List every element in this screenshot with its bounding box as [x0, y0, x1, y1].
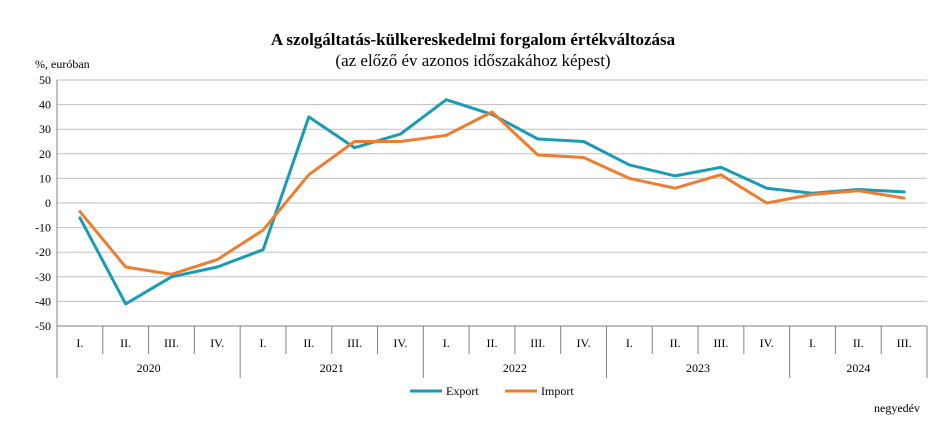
y-tick-label: -40	[35, 294, 51, 308]
y-tick-label: 20	[39, 147, 51, 161]
x-tick-label: II.	[303, 336, 314, 350]
series-line-export	[78, 98, 906, 306]
y-tick-label: -20	[35, 245, 51, 259]
y-tick-label: 10	[39, 171, 51, 185]
x-tick-label: II.	[487, 336, 498, 350]
x-tick-label: IV.	[577, 336, 591, 350]
chart-subtitle: (az előző év azonos időszakához képest)	[335, 51, 611, 70]
x-tick-label: II.	[853, 336, 864, 350]
year-label: 2024	[846, 361, 870, 375]
chart-title: A szolgáltatás-külkereskedelmi forgalom …	[270, 30, 676, 49]
x-tick-label: III.	[713, 336, 728, 350]
x-tick-label: II.	[670, 336, 681, 350]
y-tick-label: 50	[39, 73, 51, 87]
x-tick-label: II.	[120, 336, 131, 350]
y-tick-label: 0	[45, 196, 51, 210]
legend-label: Export	[446, 384, 479, 398]
x-tick-label: I.	[809, 336, 816, 350]
x-tick-label: IV.	[210, 336, 224, 350]
x-tick-label: III.	[347, 336, 362, 350]
y-axis-label: %, euróban	[35, 57, 90, 71]
x-tick-label: III.	[530, 336, 545, 350]
year-label: 2022	[503, 361, 527, 375]
y-tick-label: 40	[39, 98, 51, 112]
legend-label: Import	[541, 384, 574, 398]
x-tick-label: I.	[626, 336, 633, 350]
year-label: 2021	[320, 361, 344, 375]
x-axis-label: negyedév	[874, 401, 920, 415]
x-tick-label: III.	[164, 336, 179, 350]
x-tick-label: IV.	[760, 336, 774, 350]
x-tick-label: I.	[443, 336, 450, 350]
x-tick-label: I.	[76, 336, 83, 350]
y-tick-label: -50	[35, 319, 51, 333]
x-tick-label: IV.	[393, 336, 407, 350]
year-label: 2020	[137, 361, 161, 375]
x-tick-label: I.	[260, 336, 267, 350]
y-tick-label: 30	[39, 122, 51, 136]
series-line-import	[78, 110, 906, 276]
year-label: 2023	[686, 361, 710, 375]
y-tick-label: -30	[35, 270, 51, 284]
x-tick-label: III.	[897, 336, 912, 350]
y-tick-label: -10	[35, 221, 51, 235]
